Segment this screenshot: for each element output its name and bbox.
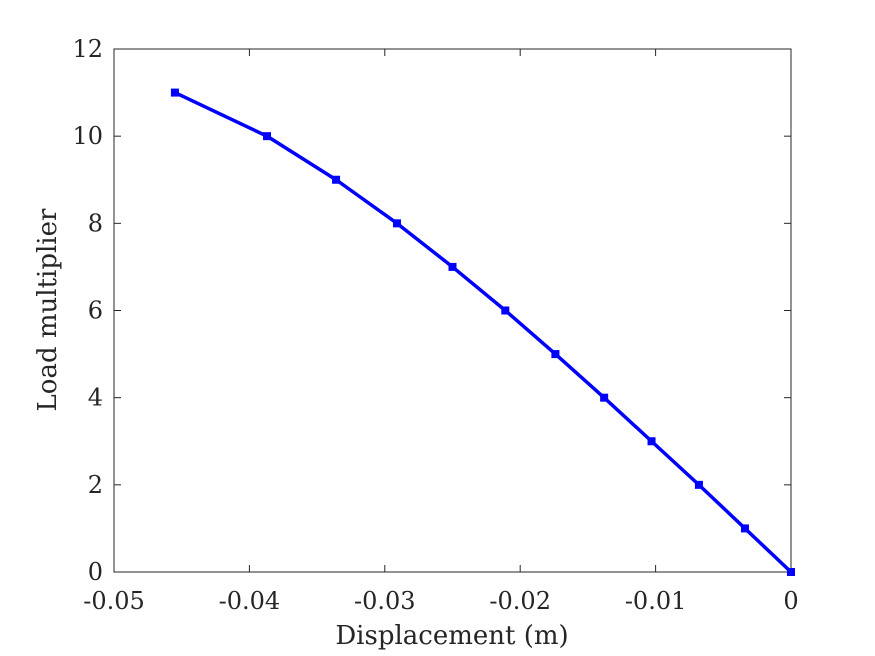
y-tick-label: 8: [88, 209, 103, 237]
x-tick-label: 0: [783, 587, 798, 615]
x-tick-label: -0.05: [83, 587, 145, 615]
y-tick-label: 2: [88, 471, 103, 499]
y-tick-labels: 0 2 4 6 8 10 12: [72, 35, 103, 586]
x-tick-label: -0.03: [354, 587, 416, 615]
data-point: [263, 132, 272, 141]
data-point: [647, 437, 656, 446]
data-point: [448, 262, 457, 271]
data-point: [332, 175, 341, 184]
data-point: [551, 350, 560, 359]
data-point: [392, 219, 401, 228]
data-point: [740, 524, 749, 533]
x-tick-label: -0.01: [625, 587, 687, 615]
data-point: [600, 393, 609, 402]
data-point: [694, 480, 703, 489]
data-point: [170, 88, 179, 97]
series-line: [174, 91, 793, 574]
y-tick-label: 4: [88, 384, 103, 412]
data-point: [787, 568, 795, 576]
y-axis-label: Load multiplier: [33, 208, 63, 411]
plot-area: [113, 48, 792, 573]
series-group: [170, 88, 795, 576]
y-tick-label: 0: [88, 558, 103, 586]
x-tick-labels: -0.05 -0.04 -0.03 -0.02 -0.01 0: [83, 587, 798, 615]
y-tick-label: 6: [88, 297, 103, 325]
x-tick-label: -0.02: [489, 587, 551, 615]
x-tick-label: -0.04: [219, 587, 281, 615]
y-tick-label: 12: [72, 35, 103, 63]
y-tick-label: 10: [72, 122, 103, 150]
x-axis-label: Displacement (m): [335, 621, 568, 651]
data-point: [501, 306, 510, 315]
